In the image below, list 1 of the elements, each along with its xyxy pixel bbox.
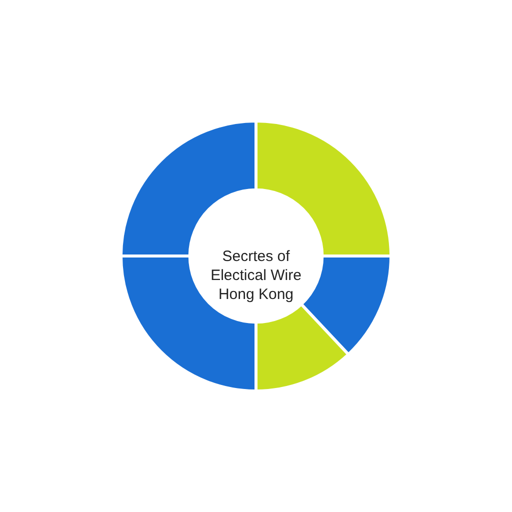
text: Secrtes of Electical Wire Hong Kong: [210, 248, 302, 303]
